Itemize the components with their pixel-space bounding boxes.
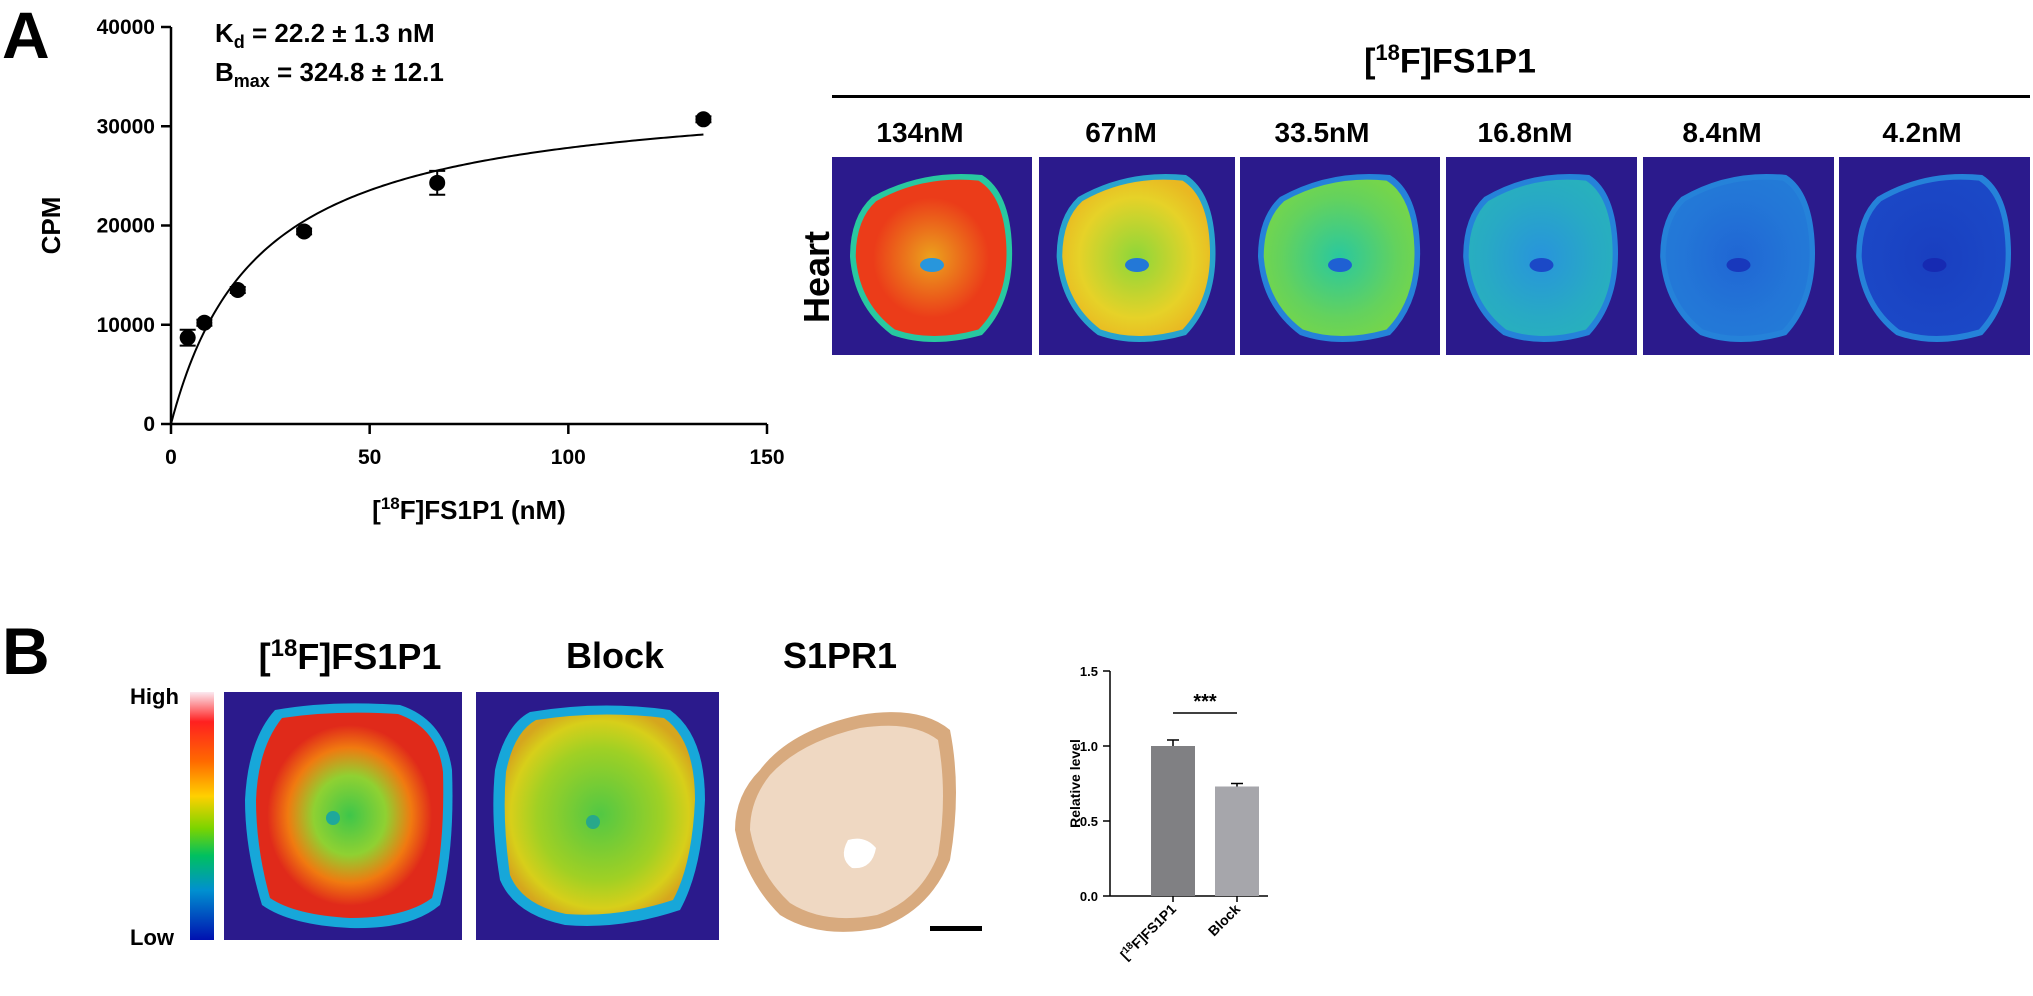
bar — [1215, 786, 1259, 896]
heatmap-tile-5 — [1839, 157, 2030, 355]
data-point — [429, 174, 446, 191]
heatmap-header-rule — [832, 95, 2030, 98]
data-point — [296, 223, 313, 240]
y-tick-label: 40000 — [97, 16, 155, 39]
data-point — [179, 329, 196, 346]
data-point — [196, 314, 213, 331]
col-title-s1pr1: S1PR1 — [782, 635, 898, 676]
s1pr1-lumen — [843, 838, 876, 869]
bar-y-tick-label: 1.5 — [1080, 664, 1098, 679]
conc-label-4-2: 4.2nM — [1882, 117, 1962, 148]
y-tick-label: 10000 — [97, 314, 155, 337]
scale-bar — [930, 926, 982, 931]
y-axis-title: CPM — [36, 197, 66, 255]
bar-y-tick-label: 0.5 — [1080, 814, 1098, 829]
y-tick-label: 30000 — [97, 115, 155, 138]
block-tissue — [504, 714, 695, 915]
heatmap-tile-3 — [1446, 157, 1637, 355]
heatmap-title-pre: [ — [1364, 42, 1376, 81]
heatmap-tile-4 — [1643, 157, 1834, 355]
colorbar-high-label: High — [130, 684, 179, 709]
conc-label-33-5: 33.5nM — [1274, 117, 1370, 148]
heatmap-title-post: F]FS1P1 — [1399, 42, 1536, 81]
col-title-fs1p1: [18F]FS1P1 — [220, 635, 480, 678]
conc-label-67: 67nM — [1085, 117, 1157, 148]
panel-letter-b: B — [2, 614, 50, 688]
data-point — [695, 111, 712, 128]
fs1p1-lumen — [326, 811, 340, 825]
x-tick-label: 0 — [165, 446, 177, 469]
heatmap-tile-1 — [1039, 157, 1235, 355]
x-axis-title: [18F]FS1P1 (nM) — [372, 494, 566, 525]
heatmap-title-sup: 18 — [1375, 40, 1400, 65]
x-tick-label: 150 — [749, 446, 784, 469]
s1pr1-tissue-inner — [750, 725, 943, 919]
x-tick-label: 50 — [358, 446, 381, 469]
bar-category-label: [18F]FS1P1 — [1117, 901, 1179, 963]
bmax-value: 324.8 ± 12.1 — [299, 57, 444, 87]
tile-tissue — [1861, 179, 2006, 336]
heatmap-tile-0 — [832, 157, 1032, 355]
block-lumen — [586, 815, 600, 829]
bar-category-label: Block — [1205, 901, 1243, 939]
tile-tissue — [1665, 179, 1810, 336]
data-point — [229, 282, 246, 299]
col-title-fs1p1-post: F]FS1P1 — [297, 636, 442, 677]
bar-y-tick-label: 0.0 — [1080, 889, 1098, 904]
tile-tissue — [855, 179, 1007, 336]
bar — [1151, 746, 1195, 896]
tile-lumen — [1922, 258, 1947, 272]
heatmap-title: [18F]FS1P1 — [1300, 40, 1600, 81]
heatmap-tile-2 — [1240, 157, 1440, 355]
bmax-symbol: B — [215, 57, 234, 87]
kd-subscript: d — [233, 32, 245, 53]
kd-value: 22.2 ± 1.3 nM — [274, 18, 435, 48]
tile-lumen — [1125, 258, 1149, 272]
bar-y-axis-title: Relative level — [1067, 739, 1083, 828]
y-tick-label: 0 — [143, 413, 155, 436]
col-title-block: Block — [565, 635, 665, 676]
x-tick-label: 100 — [551, 446, 586, 469]
conc-label-16-8: 16.8nM — [1477, 117, 1573, 148]
tile-tissue — [1468, 179, 1613, 336]
col-title-fs1p1-sup: 18 — [270, 635, 298, 662]
tile-lumen — [1726, 258, 1751, 272]
conc-label-134: 134nM — [876, 117, 964, 148]
significance-label: *** — [1193, 691, 1217, 713]
col-title-fs1p1-pre: [ — [258, 636, 271, 677]
bar-y-tick-label: 1.0 — [1080, 739, 1098, 754]
kd-symbol: K — [215, 18, 234, 48]
fs1p1-tissue — [256, 712, 444, 918]
colorbar — [190, 692, 214, 940]
bmax-annotation: Bmax = 324.8 ± 12.1 — [215, 57, 444, 92]
tile-tissue — [1263, 179, 1415, 336]
conc-label-8-4: 8.4nM — [1682, 117, 1762, 148]
y-tick-label: 20000 — [97, 215, 155, 238]
bmax-subscript: max — [233, 71, 270, 92]
colorbar-low-label: Low — [130, 925, 174, 950]
tile-lumen — [920, 258, 944, 272]
tile-tissue — [1062, 179, 1211, 336]
kd-annotation: Kd = 22.2 ± 1.3 nM — [215, 18, 435, 53]
tile-lumen — [1529, 258, 1554, 272]
tile-lumen — [1328, 258, 1352, 272]
panel-letter-a: A — [2, 0, 50, 72]
